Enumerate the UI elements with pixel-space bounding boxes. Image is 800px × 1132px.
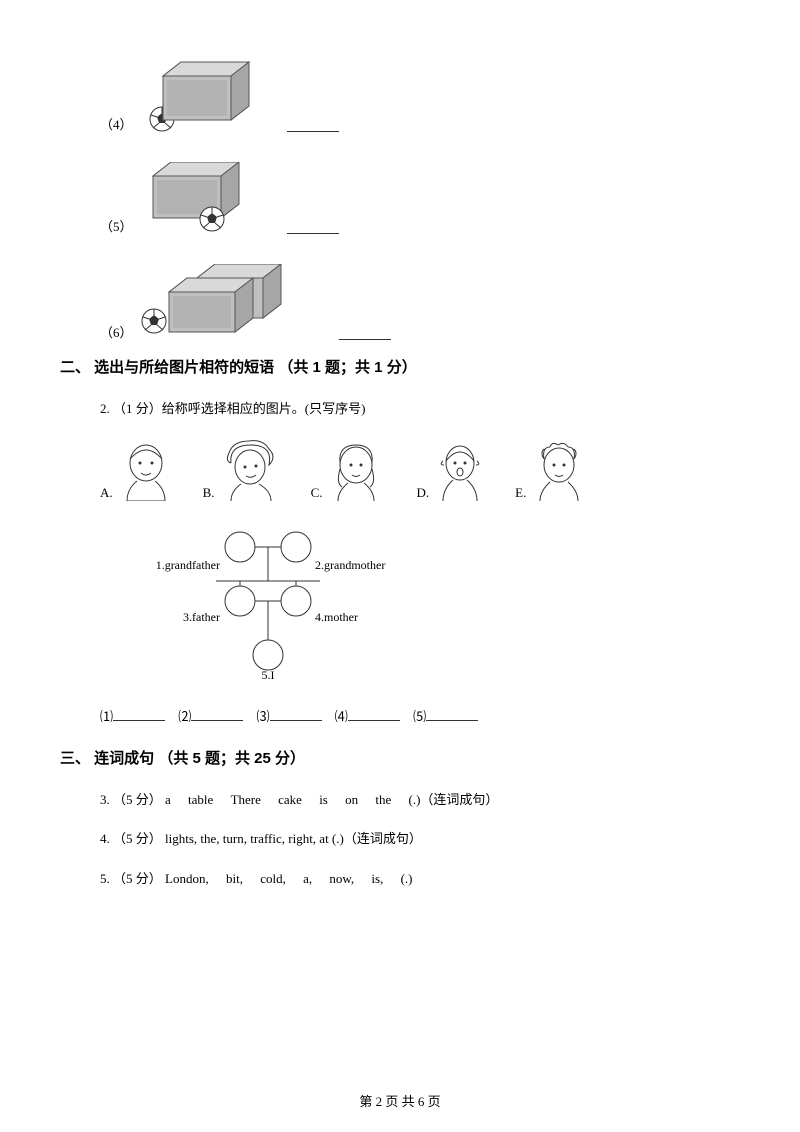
figure-item-5: （5） bbox=[60, 162, 740, 234]
q-word: cold, bbox=[260, 869, 286, 889]
face-option-d[interactable]: D. bbox=[416, 439, 487, 501]
tree-label: 2.grandmother bbox=[315, 558, 385, 572]
face-icon bbox=[530, 439, 588, 501]
face-icon bbox=[117, 439, 175, 501]
box-figure bbox=[139, 60, 259, 132]
figure-item-4: （4） bbox=[60, 60, 740, 132]
q-word: cake bbox=[278, 790, 302, 810]
face-option-c[interactable]: C. bbox=[311, 439, 389, 501]
answer-blank[interactable] bbox=[287, 222, 339, 234]
box-figure bbox=[139, 162, 259, 234]
q-word: There bbox=[231, 790, 261, 810]
tree-label: 4.mother bbox=[315, 610, 358, 624]
answer-num: ⑶ bbox=[257, 709, 270, 724]
answer-blank[interactable] bbox=[348, 709, 400, 721]
q3: 3. （5 分） a table There cake is on the (.… bbox=[60, 790, 740, 810]
face-icon bbox=[219, 439, 283, 501]
answer-num: ⑵ bbox=[178, 709, 191, 724]
figure-item-6: （6） bbox=[60, 264, 740, 340]
q5: 5. （5 分） London, bit, cold, a, now, is, … bbox=[60, 869, 740, 889]
answer-blank[interactable] bbox=[113, 709, 165, 721]
q-label: 4. （5 分） bbox=[100, 831, 162, 846]
answer-blank[interactable] bbox=[287, 120, 339, 132]
q-word: a, bbox=[303, 869, 312, 889]
figure-list: （4） （5） bbox=[60, 60, 740, 340]
q-word: (.) bbox=[401, 869, 413, 889]
q-word: a bbox=[165, 790, 171, 810]
tree-label: 3.father bbox=[183, 610, 220, 624]
face-icon bbox=[326, 439, 388, 501]
answer-blank[interactable] bbox=[426, 709, 478, 721]
tree-label: 1.grandfather bbox=[156, 558, 220, 572]
answer-num: ⑸ bbox=[413, 709, 426, 724]
q-label: 5. （5 分） bbox=[100, 871, 162, 886]
option-label: A. bbox=[100, 485, 113, 501]
family-tree: 1.grandfather 2.grandmother 3.father 4.m… bbox=[60, 529, 740, 684]
face-option-b[interactable]: B. bbox=[203, 439, 283, 501]
item-label: （4） bbox=[100, 118, 133, 132]
q-word: on bbox=[345, 790, 358, 810]
answer-blank[interactable] bbox=[191, 709, 243, 721]
answer-blank[interactable] bbox=[270, 709, 322, 721]
q-word: now, bbox=[329, 869, 354, 889]
q-word: is, bbox=[371, 869, 383, 889]
q-text: lights, the, turn, traffic, right, at (.… bbox=[165, 831, 422, 846]
q-word: (.)（连词成句） bbox=[409, 790, 499, 810]
option-label: B. bbox=[203, 485, 215, 501]
q-word: bit, bbox=[226, 869, 243, 889]
section2-title: 二、 选出与所给图片相符的短语 （共 1 题；共 1 分） bbox=[60, 356, 740, 377]
tree-label: 5.I bbox=[262, 668, 275, 679]
page-footer: 第 2 页 共 6 页 bbox=[0, 1091, 800, 1110]
face-options-row: A. B. C. D. bbox=[60, 439, 740, 501]
q-word: London, bbox=[165, 869, 209, 889]
option-label: C. bbox=[311, 485, 323, 501]
option-label: E. bbox=[515, 485, 526, 501]
item-label: （5） bbox=[100, 220, 133, 234]
item-label: （6） bbox=[100, 326, 133, 340]
answer-num: ⑴ bbox=[100, 709, 113, 724]
answer-blank[interactable] bbox=[339, 328, 391, 340]
q-word: table bbox=[188, 790, 213, 810]
face-icon bbox=[433, 439, 487, 501]
q4: 4. （5 分） lights, the, turn, traffic, rig… bbox=[60, 829, 740, 849]
q-word: the bbox=[375, 790, 391, 810]
section3-title: 三、 连词成句 （共 5 题；共 25 分） bbox=[60, 747, 740, 768]
q-word: is bbox=[319, 790, 328, 810]
q2-answers: ⑴ ⑵ ⑶ ⑷ ⑸ bbox=[60, 706, 740, 725]
answer-num: ⑷ bbox=[335, 709, 348, 724]
face-option-a[interactable]: A. bbox=[100, 439, 175, 501]
box-figure-double bbox=[139, 264, 311, 340]
option-label: D. bbox=[416, 485, 429, 501]
face-option-e[interactable]: E. bbox=[515, 439, 588, 501]
q2-prompt: 2. （1 分）给称呼选择相应的图片。(只写序号) bbox=[60, 399, 740, 419]
q-label: 3. （5 分） bbox=[100, 792, 162, 807]
